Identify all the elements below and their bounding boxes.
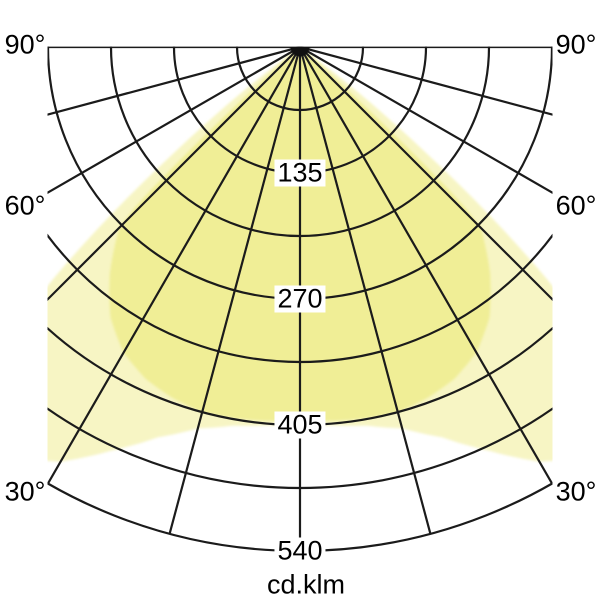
- angle-label-90-right: 90°: [555, 29, 597, 60]
- polar-grid: [47, 46, 553, 552]
- angle-label-30-left: 30°: [4, 476, 46, 507]
- ring-label-405: 405: [274, 411, 326, 439]
- ring-label-270: 270: [274, 285, 326, 313]
- angle-label-30-right: 30°: [555, 476, 597, 507]
- grid-radial--75deg: [47, 46, 301, 116]
- grid-radial-30deg: [299, 46, 553, 485]
- angle-label-60-right: 60°: [555, 190, 597, 221]
- grid-radial-75deg: [299, 46, 553, 116]
- apex-cap: [290, 47, 310, 57]
- plot-area: [47, 46, 553, 552]
- grid-radial--60deg: [47, 46, 301, 195]
- grid-radial-45deg: [299, 46, 553, 302]
- grid-radial--45deg: [47, 46, 301, 302]
- grid-radial--15deg: [168, 46, 302, 535]
- grid-radial-15deg: [298, 46, 432, 535]
- grid-radial--30deg: [47, 46, 301, 485]
- grid-radial-60deg: [299, 46, 553, 195]
- unit-label: cd.klm: [266, 569, 346, 600]
- ring-label-135: 135: [274, 159, 326, 187]
- ring-label-540: 540: [274, 537, 326, 565]
- angle-label-60-left: 60°: [4, 190, 46, 221]
- angle-label-90-left: 90°: [4, 29, 46, 60]
